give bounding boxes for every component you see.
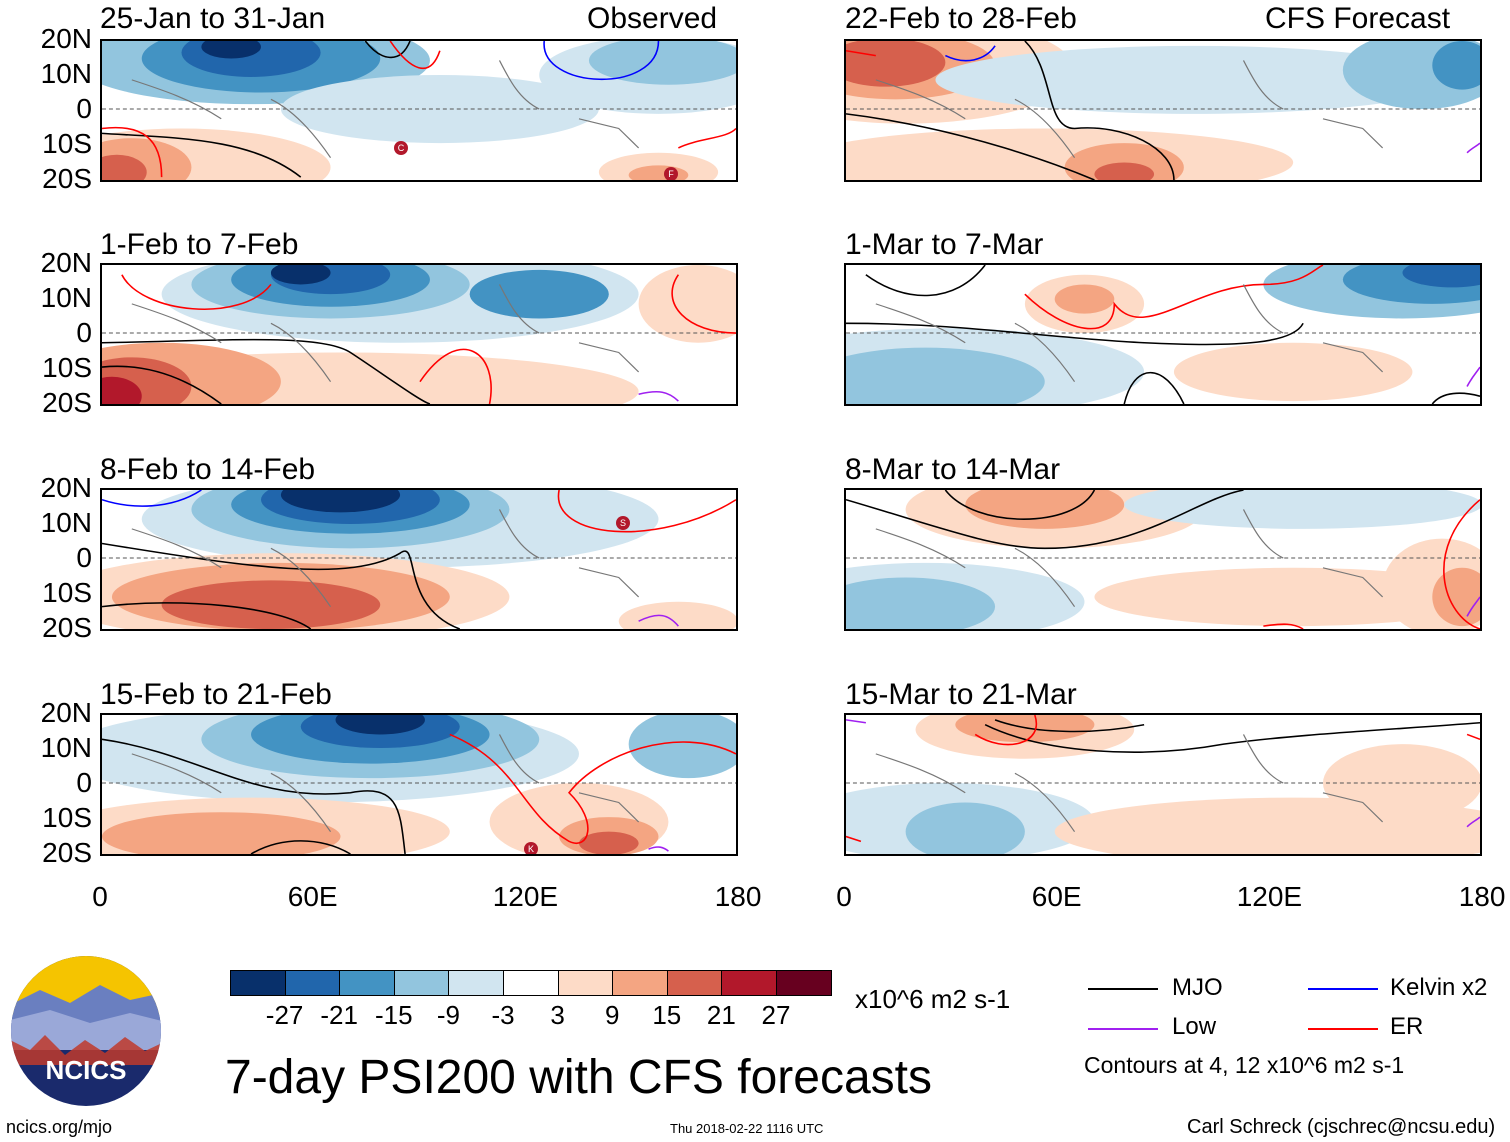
lat-tick-label: 10N (40, 507, 92, 538)
main-title: 7-day PSI200 with CFS forecasts (225, 1051, 932, 1104)
legend-label-er: ER (1390, 1013, 1424, 1040)
colorbar-label: 3 (550, 1000, 565, 1030)
colorbar-swatch (612, 970, 668, 996)
lat-tick-label: 10N (40, 732, 92, 763)
logo-text: NCICS (45, 1055, 127, 1085)
colorbar-label: -3 (491, 1000, 515, 1030)
lat-tick-label: 20S (42, 612, 92, 643)
colorbar-swatch (721, 970, 777, 996)
colorbar-swatch (557, 970, 614, 996)
panel-title-4: 15-Feb to 21-Feb (100, 678, 332, 711)
lat-tick-label: 20S (42, 837, 92, 868)
map-panel-8 (844, 713, 1482, 856)
colorbar-label: 21 (706, 1000, 736, 1030)
lon-tick-label: 0 (836, 881, 852, 912)
colorbar-swatch (339, 970, 395, 996)
lat-tick-label: 20S (42, 387, 92, 418)
forecast-label: CFS Forecast (1265, 2, 1451, 35)
colorbar-swatch (666, 970, 723, 996)
lon-tick-label: 180 (1458, 881, 1506, 912)
colorbar-swatch (503, 970, 559, 996)
panel-title-6: 1-Mar to 7-Mar (845, 228, 1044, 261)
colorbar-label: 15 (652, 1000, 682, 1030)
contours-note: Contours at 4, 12 x10^6 m2 s-1 (1084, 1052, 1405, 1078)
map-panel-5 (844, 39, 1482, 182)
lat-tick-label: 0 (76, 317, 92, 348)
panel-title-5: 22-Feb to 28-Feb (845, 2, 1077, 35)
footer-timestamp: Thu 2018-02-22 1116 UTC (670, 1121, 824, 1136)
lon-tick-label: 180 (714, 881, 762, 912)
map-panel-1: C F (100, 39, 738, 182)
ncics-logo: NCICS (10, 955, 162, 1107)
lat-tick-label: 10S (42, 352, 92, 383)
legend-line-low (1088, 1028, 1158, 1030)
lat-tick-label: 0 (76, 93, 92, 124)
legend-line-er (1308, 1028, 1378, 1030)
map-panel-3: S (100, 488, 738, 631)
lat-tick-label: 0 (76, 767, 92, 798)
lon-tick-label: 0 (92, 881, 108, 912)
map-panel-2 (100, 263, 738, 406)
panel-title-2: 1-Feb to 7-Feb (100, 228, 299, 261)
storm-marker-s: S (616, 516, 630, 530)
lat-tick-label: 10S (42, 577, 92, 608)
storm-marker-k: K (524, 842, 538, 854)
colorbar-label: 27 (761, 1000, 791, 1030)
lat-tick-label: 10S (42, 128, 92, 159)
lat-tick-label: 20S (42, 163, 92, 194)
colorbar-label: -27 (265, 1000, 304, 1030)
lat-tick-label: 10S (42, 802, 92, 833)
panel-title-7: 8-Mar to 14-Mar (845, 453, 1061, 486)
legend-line-kelvin (1308, 988, 1378, 990)
map-panel-6 (844, 263, 1482, 406)
colorbar-label: -9 (436, 1000, 460, 1030)
map-panel-7 (844, 488, 1482, 631)
colorbar-label: -15 (375, 1000, 413, 1030)
colorbar-label: 9 (604, 1000, 620, 1030)
storm-marker-f: F (664, 167, 678, 180)
legend-label-low: Low (1172, 1013, 1217, 1040)
lon-tick-label: 120E (492, 881, 559, 912)
lat-tick-label: 10N (40, 58, 92, 89)
colorbar-swatch (284, 970, 341, 996)
colorbar-units: x10^6 m2 s-1 (855, 984, 1011, 1014)
lon-tick-label: 120E (1236, 881, 1303, 912)
colorbar-swatch (448, 970, 504, 996)
colorbar-swatch (776, 970, 832, 996)
lat-tick-label: 20N (40, 247, 92, 278)
lat-tick-label: 0 (76, 542, 92, 573)
lat-tick-label: 10N (40, 282, 92, 313)
lon-tick-label: 60E (287, 881, 338, 912)
observed-label: Observed (587, 2, 718, 35)
colorbar-swatch (393, 970, 450, 996)
legend-line-mjo (1088, 988, 1158, 990)
lon-tick-label: 60E (1031, 881, 1082, 912)
map-panel-4: K (100, 713, 738, 856)
legend-label-mjo: MJO (1172, 974, 1223, 1001)
footer-credit: Carl Schreck (cjschrec@ncsu.edu) (1187, 1116, 1496, 1138)
lat-tick-label: 20N (40, 472, 92, 503)
footer-url[interactable]: ncics.org/mjo (6, 1117, 113, 1137)
storm-marker-c: C (394, 141, 408, 155)
colorbar-swatch (230, 970, 286, 996)
legend-label-kelvin: Kelvin x2 (1390, 974, 1488, 1001)
panel-title-1: 25-Jan to 31-Jan (100, 2, 326, 35)
panel-title-8: 15-Mar to 21-Mar (845, 678, 1077, 711)
lat-tick-label: 20N (40, 697, 92, 728)
colorbar-label: -21 (320, 1000, 358, 1030)
panel-title-3: 8-Feb to 14-Feb (100, 453, 316, 486)
lat-tick-label: 20N (40, 23, 92, 54)
